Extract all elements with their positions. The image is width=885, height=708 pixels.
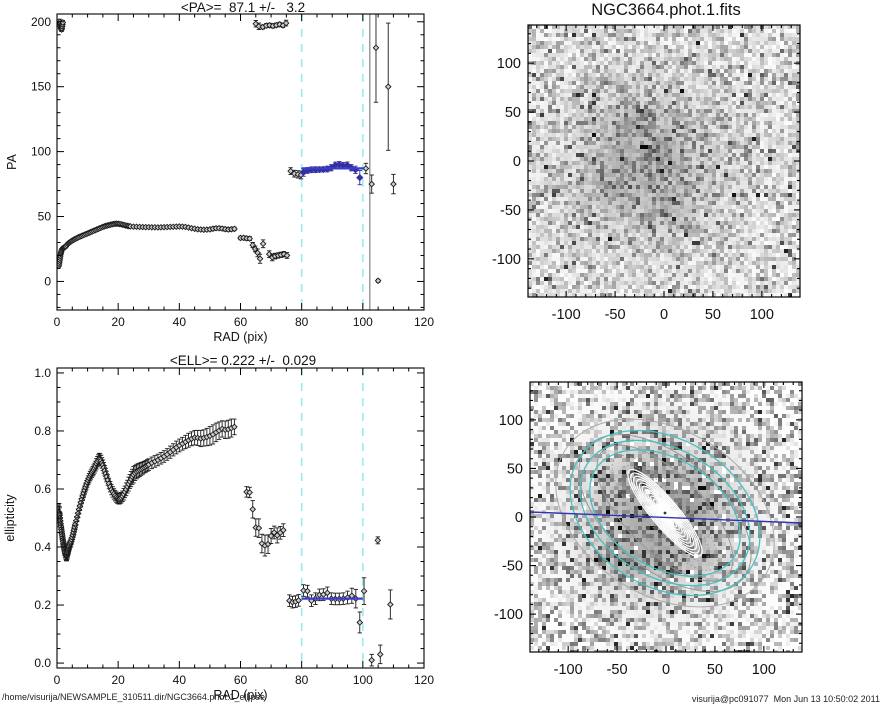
user-host-timestamp: visurija@pc091077 Mon Jun 13 10:50:02 20… [691,694,880,704]
pa-chart-title: <PA>= 87.1 +/- 3.2 [180,0,306,15]
svg-text:-100: -100 [552,307,581,323]
svg-text:0.4: 0.4 [34,540,51,554]
svg-text:120: 120 [414,673,434,687]
svg-text:200: 200 [31,15,51,29]
svg-text:0: 0 [662,662,670,678]
svg-text:50: 50 [707,662,723,678]
pa-vs-radius-chart: 0 20 40 60 80 100 120 0 50 100 150 200 RAD (pix) PA [5,13,434,344]
svg-text:0.0: 0.0 [34,656,51,670]
svg-text:-50: -50 [502,559,523,575]
svg-text:50: 50 [505,105,521,121]
svg-text:60: 60 [234,315,248,329]
svg-text:RAD (pix): RAD (pix) [213,330,267,344]
svg-text:150: 150 [31,80,51,94]
svg-text:80: 80 [295,673,309,687]
svg-text:100: 100 [497,56,521,72]
svg-text:1.0: 1.0 [34,366,51,380]
svg-text:100: 100 [750,307,774,323]
svg-text:-100: -100 [494,607,523,623]
ell-chart-title: <ELL>= 0.222 +/- 0.029 [169,353,317,368]
galaxy-image-axes: -100 -50 0 50 100 100 50 0 -50 -100 [492,24,801,323]
ellipticity-vs-radius-chart: 0 20 40 60 80 100 120 0.0 0.2 0.4 0.6 0.8 1.0 RAD (pi… [3,366,434,702]
svg-text:-100: -100 [554,662,583,678]
svg-text:100: 100 [353,673,373,687]
svg-text:0: 0 [515,510,523,526]
output-file-path: /home/visurija/NEWSAMPLE_310511.dir/NGC3… [2,692,265,702]
svg-text:0.2: 0.2 [34,598,51,612]
svg-text:-50: -50 [500,203,521,219]
svg-text:0.6: 0.6 [34,482,51,496]
svg-text:100: 100 [31,145,51,159]
svg-text:100: 100 [752,662,776,678]
svg-text:RAD (pix): RAD (pix) [213,688,267,702]
svg-text:-50: -50 [605,307,626,323]
svg-text:50: 50 [507,461,523,477]
svg-text:100: 100 [499,413,523,429]
svg-text:ellipticity: ellipticity [3,494,17,542]
svg-text:-50: -50 [607,662,628,678]
galaxy-image-canvas [528,25,800,297]
svg-text:20: 20 [111,673,125,687]
svg-text:0: 0 [660,307,668,323]
svg-text:0: 0 [54,673,61,687]
fitted-ellipses-overlay [529,418,803,608]
svg-text:80: 80 [295,315,309,329]
svg-text:120: 120 [414,315,434,329]
svg-text:40: 40 [173,673,187,687]
svg-text:100: 100 [353,315,373,329]
fits-image-title: NGC3664.phot.1.fits [591,1,741,19]
ellipse-overlay-image-axes: -100 -50 0 50 100 100 50 0 -50 -100 [494,381,803,678]
svg-text:20: 20 [111,315,125,329]
svg-text:60: 60 [234,673,248,687]
svg-text:0: 0 [513,154,521,170]
svg-text:40: 40 [173,315,187,329]
svg-text:0: 0 [54,315,61,329]
svg-text:0: 0 [44,274,51,288]
svg-text:50: 50 [705,307,721,323]
svg-text:50: 50 [38,210,52,224]
svg-text:PA: PA [5,153,19,169]
svg-text:-100: -100 [492,252,521,268]
svg-text:0.8: 0.8 [34,424,51,438]
